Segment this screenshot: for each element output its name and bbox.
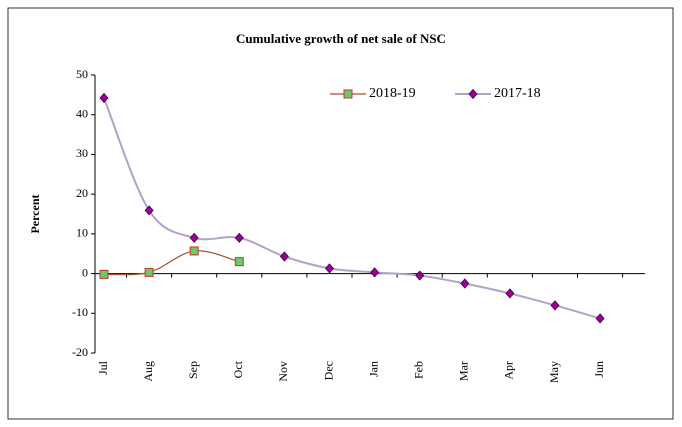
y-tick-label: 10 xyxy=(76,226,88,240)
point-marker xyxy=(505,288,515,299)
point-marker xyxy=(279,251,289,262)
x-tick-label: Oct xyxy=(231,360,245,378)
x-tick-label: Jun xyxy=(592,361,606,378)
point-marker xyxy=(468,88,478,100)
point-marker xyxy=(370,267,380,278)
x-tick-label: Jan xyxy=(366,361,380,377)
point-marker xyxy=(550,300,560,311)
x-tick-label: Mar xyxy=(457,361,471,381)
x-tick-label: Sep xyxy=(186,361,200,379)
legend-label: 2017-18 xyxy=(494,86,541,101)
point-marker xyxy=(189,232,199,243)
point-marker xyxy=(144,205,154,216)
chart-title: Cumulative growth of net sale of NSC xyxy=(236,31,446,46)
x-tick-label: Dec xyxy=(321,361,335,380)
y-tick-label: 50 xyxy=(76,67,88,81)
point-marker xyxy=(415,270,425,281)
x-tick-label: Aug xyxy=(141,361,155,382)
point-marker xyxy=(234,232,244,243)
point-marker xyxy=(595,313,605,324)
x-tick-label: Apr xyxy=(502,361,516,380)
x-tick-label: Jul xyxy=(96,360,110,375)
x-tick-label: May xyxy=(547,361,561,383)
chart-frame xyxy=(7,7,674,420)
legend-label: 2018-19 xyxy=(369,86,416,101)
y-axis-label: Percent xyxy=(28,194,42,233)
x-tick-label: Nov xyxy=(276,361,290,382)
point-marker xyxy=(99,269,109,279)
x-tick-label: Feb xyxy=(411,361,425,379)
y-tick-label: -10 xyxy=(72,305,88,319)
point-marker xyxy=(324,263,335,274)
series-line xyxy=(103,250,240,276)
point-marker xyxy=(189,246,199,256)
point-marker xyxy=(343,89,353,99)
y-tick-label: 40 xyxy=(76,106,88,120)
y-tick-label: 0 xyxy=(82,265,88,279)
y-tick-label: 20 xyxy=(76,186,88,200)
point-marker xyxy=(460,278,470,289)
point-marker xyxy=(144,267,154,277)
point-marker xyxy=(234,257,244,267)
y-tick-label: 30 xyxy=(76,146,88,160)
point-marker xyxy=(99,92,109,104)
y-tick-label: -20 xyxy=(72,345,88,359)
